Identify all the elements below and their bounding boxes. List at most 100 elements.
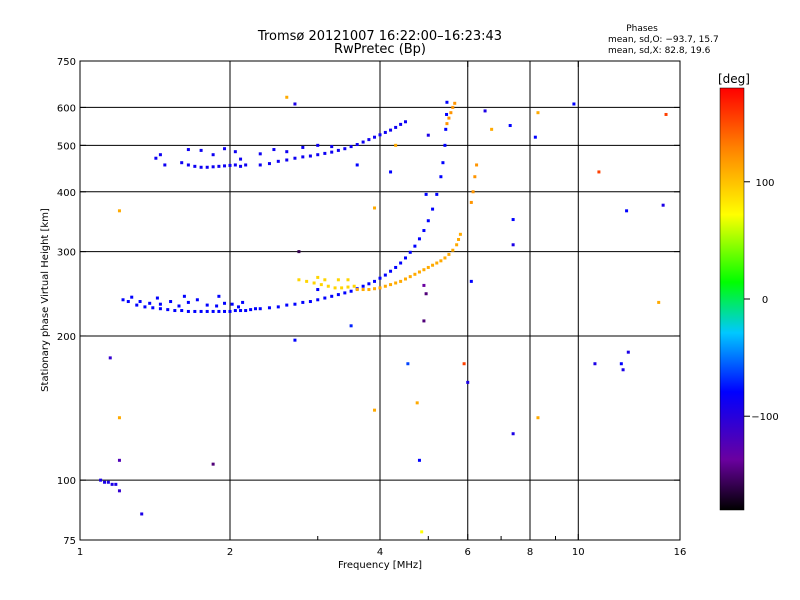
echo-point	[114, 482, 118, 486]
echo-point	[180, 161, 184, 165]
echo-point	[453, 101, 457, 105]
echo-point	[236, 305, 240, 309]
echo-point	[451, 105, 455, 109]
y-tick-label: 750	[57, 57, 76, 68]
echo-point	[426, 265, 430, 269]
y-tick-label: 400	[57, 188, 76, 199]
data-points	[99, 95, 668, 534]
echo-point	[308, 300, 312, 304]
echo-point	[536, 416, 540, 420]
echo-point	[110, 482, 114, 486]
echo-point	[193, 309, 197, 313]
echo-point	[431, 263, 435, 267]
echo-point	[199, 165, 203, 169]
echo-point	[169, 300, 173, 304]
echo-point	[186, 309, 190, 313]
echo-point	[367, 282, 371, 286]
echo-point	[593, 362, 597, 366]
echo-point	[239, 309, 243, 313]
echo-point	[223, 309, 227, 313]
echo-point	[163, 163, 167, 167]
echo-point	[439, 175, 443, 179]
echo-point	[417, 270, 421, 274]
echo-point	[316, 153, 320, 157]
chart-subtitle: RwPretec (Bp)	[334, 42, 426, 57]
echo-point	[403, 277, 407, 281]
echo-point	[135, 303, 139, 307]
echo-point	[349, 324, 353, 328]
echo-point	[126, 300, 130, 304]
echo-point	[301, 145, 305, 149]
echo-point	[228, 309, 232, 313]
echo-point	[597, 170, 601, 174]
echo-point	[394, 265, 398, 269]
colorbar-tick-label: 0	[762, 295, 768, 306]
echo-point	[383, 284, 387, 288]
x-tick-label: 8	[527, 547, 533, 558]
echo-point	[449, 111, 453, 115]
echo-point	[394, 281, 398, 285]
echo-point	[664, 112, 668, 116]
echo-point	[367, 288, 371, 292]
x-axis: 1 2 4 6 8 10 16	[77, 61, 686, 558]
echo-point	[312, 281, 316, 285]
echo-point	[378, 286, 382, 290]
echo-point	[276, 305, 280, 309]
echo-point	[244, 163, 248, 167]
echo-point	[130, 295, 134, 299]
echo-point	[511, 218, 515, 222]
echo-point	[205, 165, 209, 169]
echo-point	[285, 158, 289, 162]
echo-point	[389, 170, 393, 174]
echo-point	[533, 135, 537, 139]
echo-point	[443, 143, 447, 147]
echo-point	[336, 293, 340, 297]
echo-point	[455, 243, 459, 247]
x-axis-label: Frequency [MHz]	[338, 560, 422, 571]
echo-point	[211, 153, 215, 157]
echo-point	[272, 148, 276, 152]
echo-point	[211, 165, 215, 169]
echo-point	[117, 416, 121, 420]
echo-point	[326, 284, 330, 288]
echo-point	[511, 243, 515, 247]
echo-point	[445, 100, 449, 104]
echo-point	[399, 279, 403, 283]
echo-point	[323, 296, 327, 300]
echo-point	[619, 362, 623, 366]
echo-point	[182, 294, 186, 298]
echo-point	[239, 164, 243, 168]
echo-point	[223, 147, 227, 151]
echo-point	[316, 298, 320, 302]
echo-point	[297, 250, 301, 254]
echo-point	[343, 291, 347, 295]
echo-point	[511, 432, 515, 436]
echo-point	[431, 207, 435, 211]
echo-point	[383, 273, 387, 277]
echo-point	[422, 229, 426, 233]
echo-point	[408, 275, 412, 279]
echo-point	[355, 143, 359, 147]
echo-point	[244, 309, 248, 313]
echo-point	[217, 164, 221, 168]
echo-point	[447, 252, 451, 256]
echo-point	[199, 148, 203, 152]
echo-point	[403, 120, 407, 124]
colorbar-label: [deg]	[718, 72, 750, 86]
echo-point	[211, 462, 215, 466]
echo-point	[445, 112, 449, 116]
echo-point	[211, 309, 215, 313]
echo-point	[343, 147, 347, 151]
echo-point	[473, 175, 477, 179]
echo-point	[217, 309, 221, 313]
echo-point	[148, 301, 152, 305]
echo-point	[293, 156, 297, 160]
x-tick-label: 4	[377, 547, 383, 558]
colorbar-ticks: 100 0 −100	[744, 178, 779, 423]
echo-point	[180, 309, 184, 313]
echo-point	[166, 308, 170, 312]
x-tick-label: 6	[465, 547, 471, 558]
y-tick-label: 500	[57, 141, 76, 152]
echo-point	[186, 163, 190, 167]
